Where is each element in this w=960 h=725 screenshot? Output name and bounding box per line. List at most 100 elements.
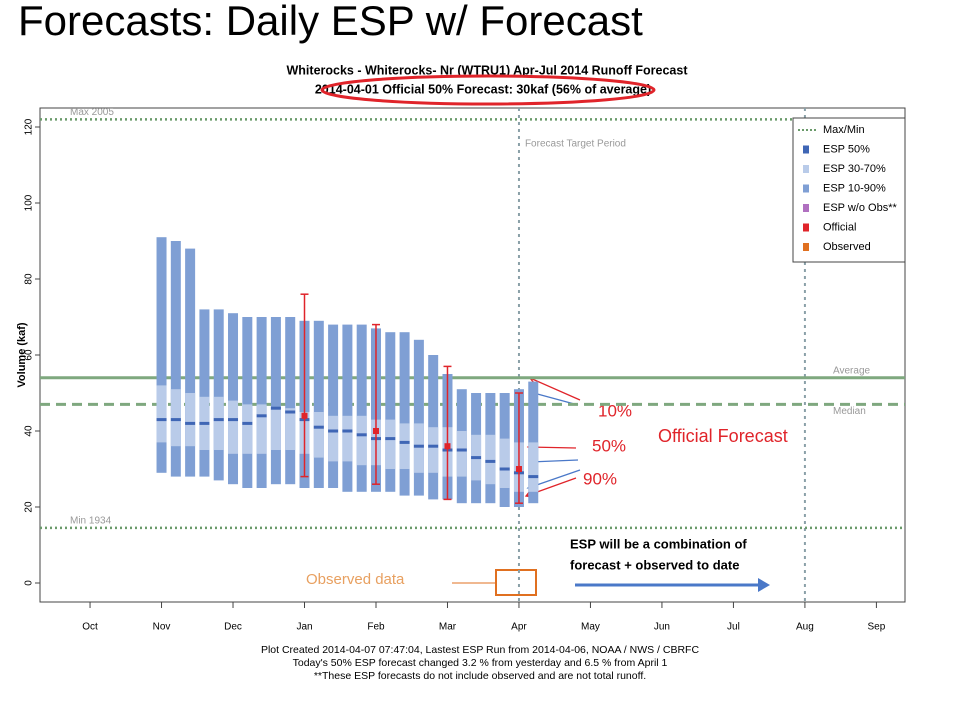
esp-30-70-bar	[485, 434, 496, 485]
slide-title: Forecasts: Daily ESP w/ Forecast	[18, 0, 643, 44]
official-50	[515, 466, 522, 472]
esp-50-mark	[385, 437, 396, 441]
legend-label: Observed	[823, 241, 871, 253]
esp-10-90-bar	[399, 332, 410, 496]
esp-30-70-bar	[313, 412, 324, 458]
esp-30-70-bar	[185, 393, 196, 447]
y-tick-label: 20	[24, 501, 35, 513]
esp-note: forecast + observed to date	[570, 557, 739, 572]
esp-30-70-bar	[228, 400, 239, 454]
footer-line: **These ESP forecasts do not include obs…	[314, 670, 646, 682]
combination-arrowhead	[758, 578, 770, 592]
official-forecast-label: Official Forecast	[658, 426, 788, 446]
esp-30-70-bar	[413, 423, 424, 473]
x-tick-label: May	[581, 622, 600, 633]
esp-50-mark	[185, 421, 196, 425]
y-tick-label: 0	[24, 580, 35, 586]
legend-swatch	[803, 243, 809, 251]
y-tick-label: 40	[24, 425, 35, 437]
x-tick-label: Jul	[727, 622, 740, 633]
legend-label: ESP w/o Obs**	[823, 202, 897, 214]
p50-label: 50%	[592, 436, 626, 455]
footer-line: Today's 50% ESP forecast changed 3.2 % f…	[293, 657, 668, 669]
esp-30-70-bar	[385, 419, 396, 469]
legend-swatch	[803, 223, 809, 232]
target-period-label: Forecast Target Period	[525, 139, 626, 150]
official-50	[301, 412, 308, 419]
esp-30-70-bar	[428, 427, 439, 473]
p90-label: 90%	[583, 469, 617, 488]
esp-50-mark	[228, 418, 239, 422]
esp-50-mark	[499, 467, 510, 471]
y-tick-label: 120	[24, 118, 35, 135]
esp-50-mark	[242, 421, 253, 425]
x-tick-label: Oct	[82, 622, 98, 633]
esp-30-70-bar	[356, 415, 367, 466]
esp-50-mark	[342, 429, 353, 433]
esp-30-70-bar	[242, 404, 253, 454]
legend-box	[792, 117, 906, 263]
esp-10-90-bar	[385, 332, 396, 492]
esp-30-70-bar	[528, 442, 539, 492]
reference-label: Median	[833, 406, 866, 417]
esp-50-mark	[399, 440, 410, 444]
observed-box	[495, 569, 537, 596]
esp-10-90-bar	[270, 317, 281, 485]
esp-50-mark	[270, 406, 281, 410]
esp-50-mark	[199, 421, 210, 425]
esp-50-mark	[213, 418, 224, 422]
esp-30-70-bar	[285, 408, 296, 450]
esp-30-70-bar	[213, 396, 224, 450]
esp-50-mark	[170, 418, 181, 422]
esp-50-mark	[285, 410, 296, 414]
legend-swatch	[803, 204, 809, 212]
highlight-ellipse	[320, 74, 656, 106]
esp-50-mark	[313, 425, 324, 429]
esp-10-90-bar	[213, 309, 224, 481]
legend-label: ESP 10-90%	[823, 182, 886, 194]
y-tick-label: 60	[24, 349, 35, 361]
legend-label: Max/Min	[823, 124, 865, 136]
y-tick-label: 80	[24, 273, 35, 285]
legend-label: ESP 30-70%	[823, 163, 886, 175]
x-tick-label: Mar	[439, 622, 457, 633]
esp-50-mark	[456, 448, 467, 452]
esp-30-70-bar	[170, 389, 181, 447]
esp-10-90-bar	[170, 241, 181, 477]
chart-subtitle: 2014-04-01 Official 50% Forecast: 30kaf …	[315, 82, 651, 96]
esp-50-mark	[413, 444, 424, 448]
esp-10-90-bar	[313, 320, 324, 488]
esp-30-70-bar	[328, 415, 339, 462]
esp-10-90-bar	[413, 339, 424, 496]
esp-10-90-bar	[242, 317, 253, 488]
p10-label: 10%	[598, 401, 632, 420]
esp-50-mark	[328, 429, 339, 433]
esp-note: ESP will be a combination of	[570, 536, 747, 551]
esp-10-90-bar	[342, 324, 353, 492]
esp-10-90-bar	[228, 313, 239, 485]
esp-10-90-bar	[185, 248, 196, 477]
x-tick-label: Jan	[296, 622, 312, 633]
x-tick-label: Nov	[153, 622, 171, 633]
x-tick-label: Aug	[796, 622, 814, 633]
chart-title: Whiterocks - Whiterocks- Nr (WTRU1) Apr-…	[287, 63, 689, 77]
esp-30-70-bar	[256, 404, 267, 454]
esp-30-70-bar	[342, 415, 353, 462]
esp-50-mark	[256, 414, 267, 418]
esp-50-mark	[428, 444, 439, 448]
esp-10-90-bar	[328, 324, 339, 488]
esp-50-mark	[471, 456, 482, 460]
x-tick-label: Sep	[868, 622, 886, 633]
esp-50-mark	[356, 433, 367, 437]
esp-30-70-bar	[270, 408, 281, 450]
legend-swatch	[803, 165, 809, 173]
esp-50-mark	[528, 475, 539, 479]
esp-50-mark	[485, 459, 496, 463]
esp-30-70-bar	[399, 423, 410, 469]
footer-line: Plot Created 2014-04-07 07:47:04, Lastes…	[261, 644, 700, 656]
esp-30-70-bar	[499, 438, 510, 488]
esp-10-90-bar	[199, 309, 210, 477]
legend-swatch	[803, 145, 809, 154]
legend-label: ESP 50%	[823, 143, 870, 155]
observed-label: Observed data	[306, 571, 405, 588]
